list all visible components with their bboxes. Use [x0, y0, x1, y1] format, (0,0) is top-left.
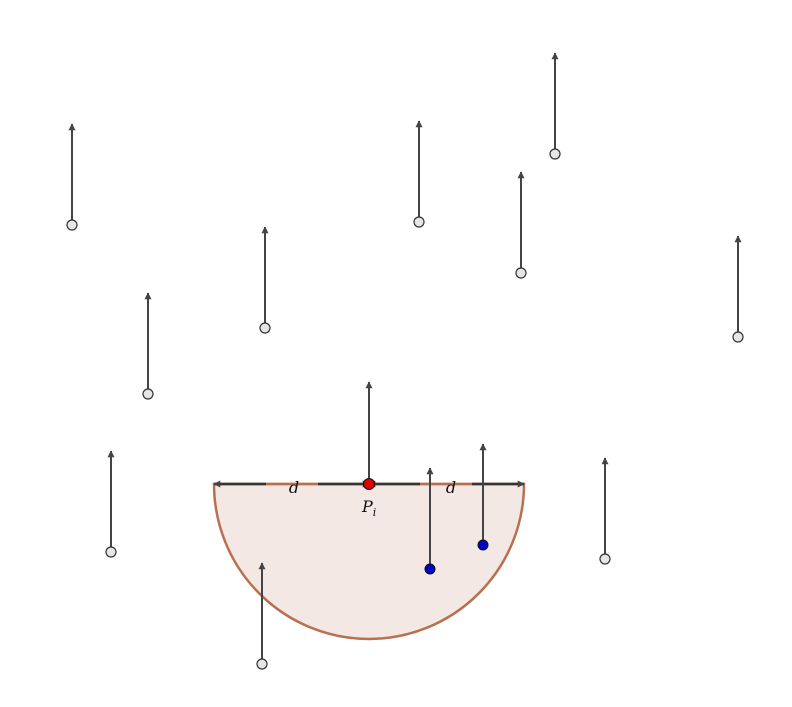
half-disk-region [212, 482, 526, 641]
hollow-point [105, 546, 117, 558]
vector-blue-2 [477, 443, 489, 551]
vector-1 [66, 123, 78, 231]
vector-8 [549, 52, 561, 160]
hollow-point [256, 658, 268, 670]
vector-blue-1 [424, 467, 436, 575]
point-label-p-i: Pi [361, 497, 376, 519]
hollow-point [142, 388, 154, 400]
point-label-subscript: i [373, 506, 377, 519]
hollow-point [599, 553, 611, 565]
blue-point [477, 539, 489, 551]
vector-4 [259, 226, 271, 334]
hollow-point [259, 322, 271, 334]
vector-2 [142, 292, 154, 400]
vector-7 [515, 171, 527, 279]
point-label-main: P [361, 497, 373, 516]
vector-5 [256, 562, 268, 670]
hollow-point [413, 216, 425, 228]
vector-p-i [363, 381, 375, 490]
vector-10 [599, 457, 611, 565]
hollow-point [549, 148, 561, 160]
distance-label-left: d [289, 478, 299, 497]
vector-3 [105, 450, 117, 558]
vector-9 [732, 235, 744, 343]
hollow-point [515, 267, 527, 279]
blue-point [424, 563, 436, 575]
red-point-p-i [363, 478, 375, 490]
distance-label-right: d [446, 478, 456, 497]
vector-6 [413, 120, 425, 228]
hollow-point [66, 219, 78, 231]
hollow-point [732, 331, 744, 343]
